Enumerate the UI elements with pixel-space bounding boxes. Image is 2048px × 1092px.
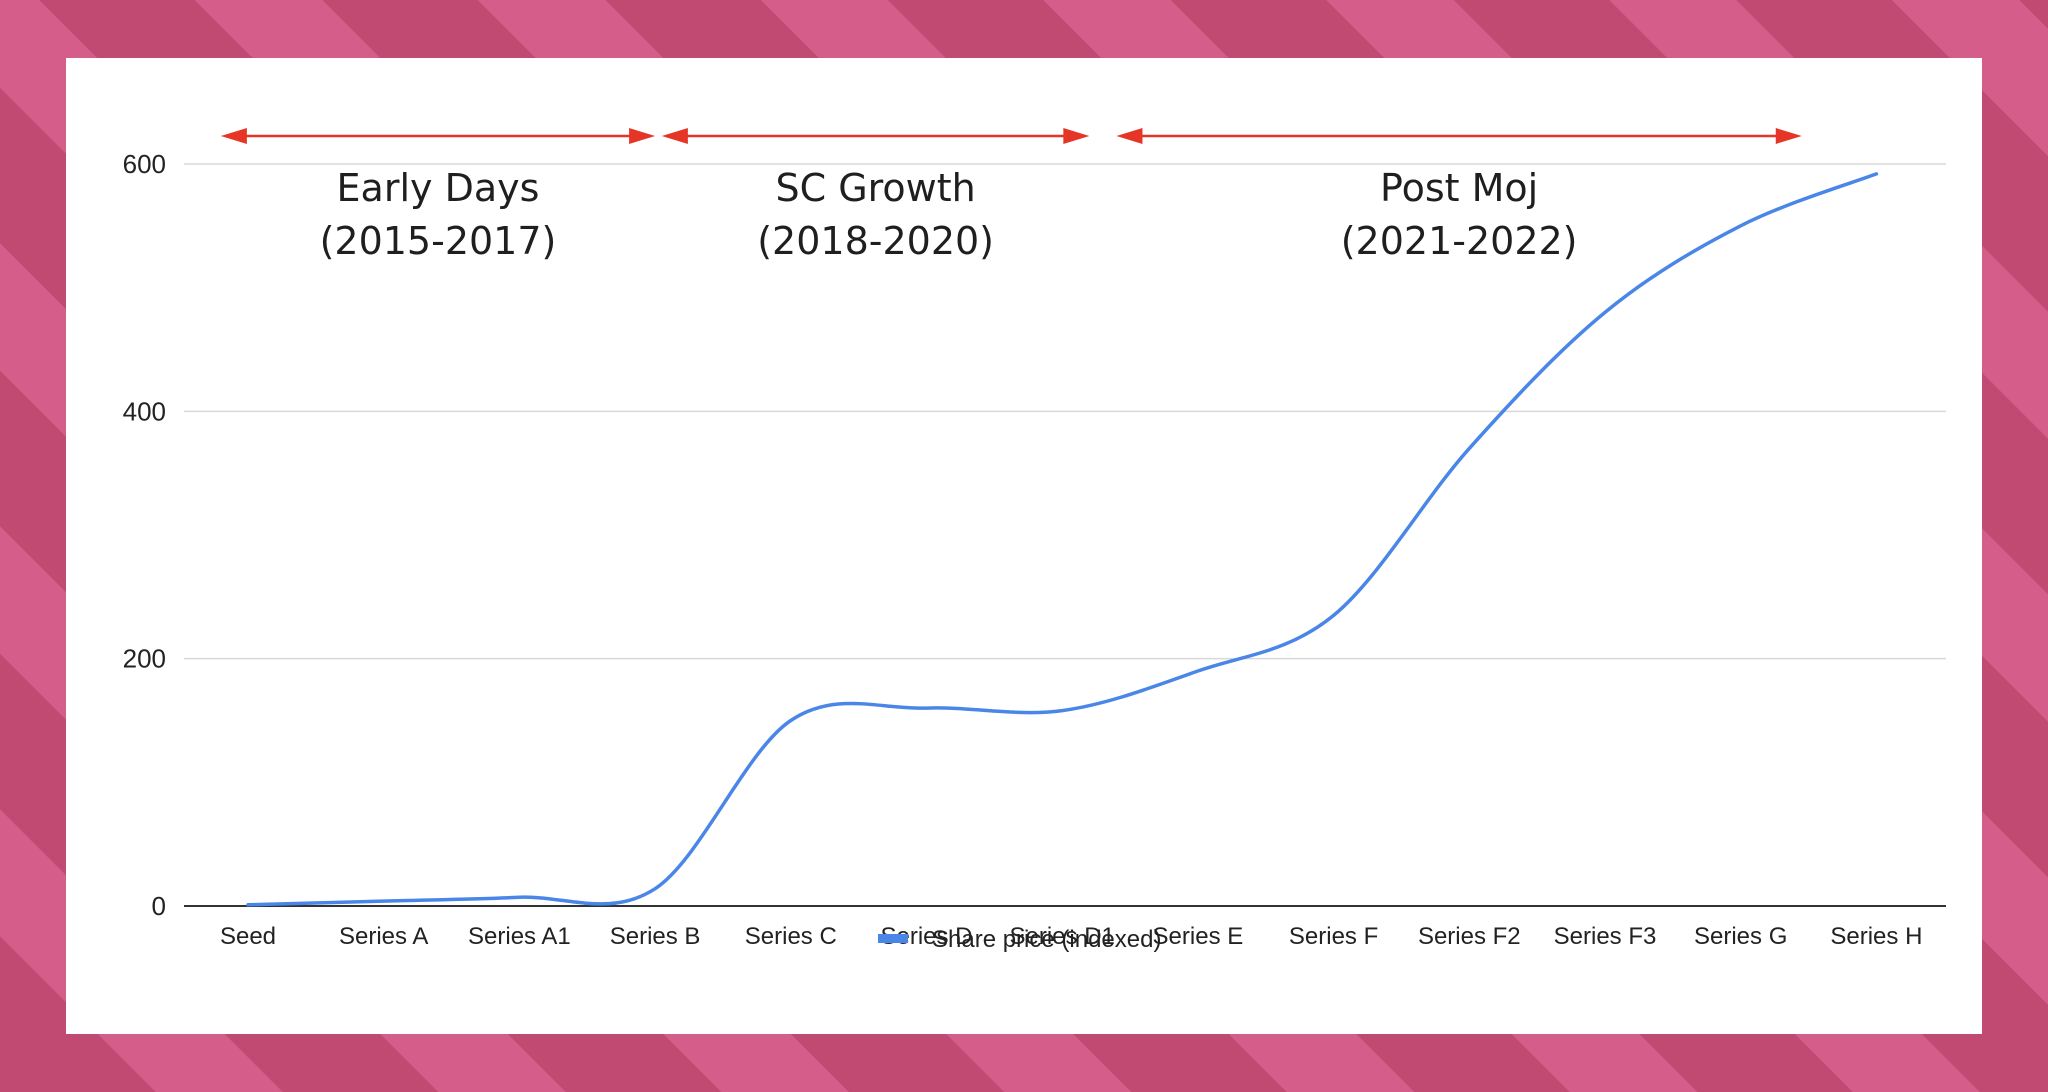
y-tick-label: 600 <box>123 149 166 179</box>
x-tick-label: Series G <box>1694 923 1787 950</box>
x-tick-label: Series D1 <box>1010 923 1115 950</box>
era-annotations: Early Days (2015-2017) SC Growth (2018-2020… <box>220 128 1802 263</box>
era-arrow-head-left <box>220 128 247 144</box>
line-chart: 0 200 400 600 Early Days (2015-2017) SC Growt… <box>123 128 1946 953</box>
x-axis-ticks: Seed Series A Series A1 Series B Series C Ser… <box>220 923 1922 950</box>
x-tick-label: Series A <box>339 923 428 950</box>
x-tick-label: Series F <box>1289 923 1378 950</box>
y-tick-label: 0 <box>152 891 166 921</box>
x-tick-label: Series A1 <box>468 923 571 950</box>
x-tick-label: Series B <box>610 923 701 950</box>
gridlines <box>184 163 1946 907</box>
legend: Share price (indexed) <box>878 926 1161 953</box>
era-label-title: SC Growth <box>775 166 975 210</box>
era-label-years: (2021-2022) <box>1341 219 1578 263</box>
era-arrow-head-right <box>1063 128 1090 144</box>
legend-swatch <box>878 934 908 943</box>
x-tick-label: Seed <box>220 923 276 950</box>
era-arrow-head-left <box>1116 128 1143 144</box>
x-tick-label: Series H <box>1830 923 1922 950</box>
legend-label: Share price (indexed) <box>932 926 1161 953</box>
chart-card: 0 200 400 600 Early Days (2015-2017) SC Growt… <box>66 58 1982 1034</box>
era-arrow-head-right <box>629 128 656 144</box>
x-tick-label: Series E <box>1153 923 1244 950</box>
era-arrow-head-left <box>661 128 688 144</box>
y-tick-label: 400 <box>123 396 166 426</box>
era-label-years: (2015-2017) <box>320 219 557 263</box>
series-line-share-price <box>246 172 1879 907</box>
x-tick-label: Series F3 <box>1554 923 1657 950</box>
era-label-title: Early Days <box>337 166 540 210</box>
era-arrow-head-right <box>1775 128 1802 144</box>
y-axis-ticks: 0 200 400 600 <box>123 149 166 921</box>
era-label-title: Post Moj <box>1380 166 1538 210</box>
era-label-years: (2018-2020) <box>757 219 994 263</box>
y-tick-label: 200 <box>123 644 166 674</box>
x-tick-label: Series F2 <box>1418 923 1521 950</box>
x-tick-label: Series C <box>745 923 837 950</box>
